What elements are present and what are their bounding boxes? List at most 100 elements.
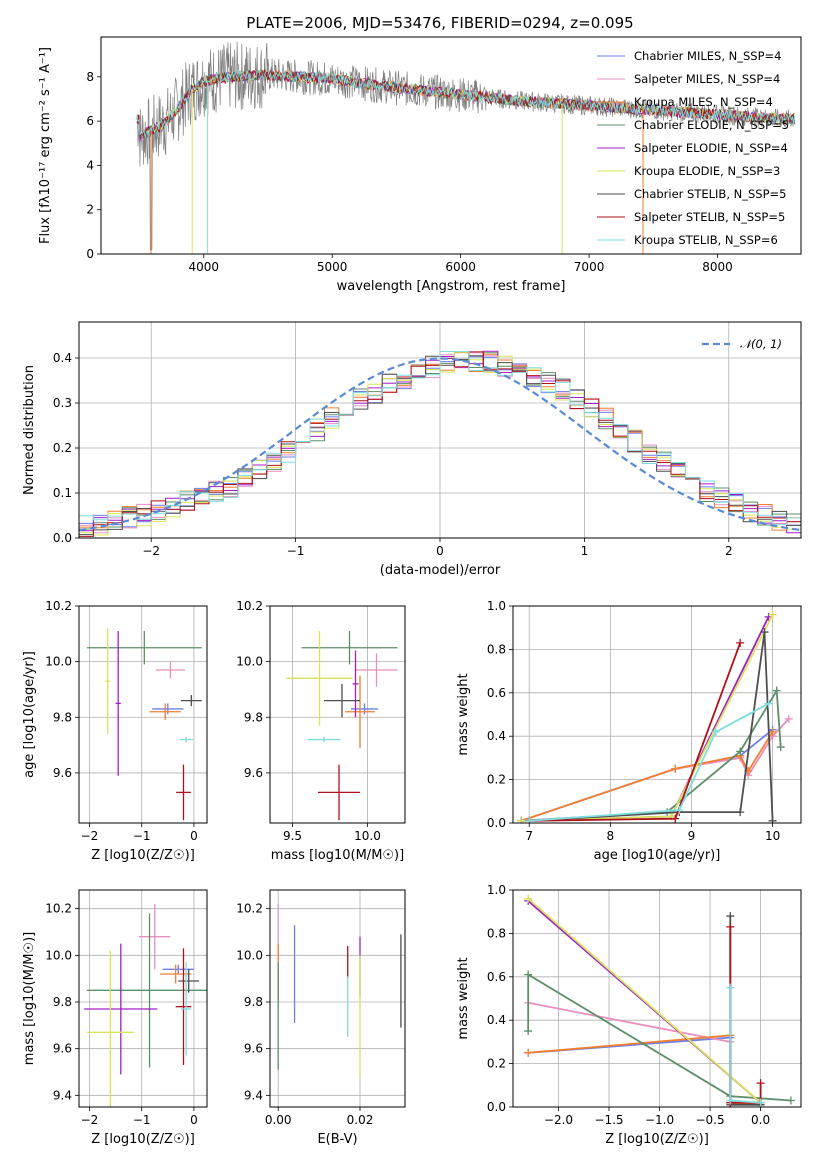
x-tick-label: −1 bbox=[133, 1113, 151, 1127]
y-axis-label: mass weight bbox=[456, 673, 471, 755]
y-axis-label: mass [log10(M/M☉)] bbox=[22, 932, 37, 1065]
plot-frame bbox=[78, 605, 208, 824]
y-tick-label: 0.2 bbox=[487, 773, 506, 787]
y-tick-label: 10.2 bbox=[236, 902, 263, 916]
x-axis-label: Z [log10(Z/Z☉)] bbox=[605, 1132, 709, 1147]
x-tick-label: 0 bbox=[190, 1113, 198, 1127]
plot-frame bbox=[269, 889, 406, 1108]
y-tick-label: 9.6 bbox=[244, 1042, 263, 1056]
y-tick-label: 9.4 bbox=[53, 1088, 72, 1102]
weight-marker-chabrier_elodie bbox=[776, 743, 785, 752]
y-tick-label: 0.6 bbox=[487, 970, 506, 984]
y-tick-label: 9.8 bbox=[53, 995, 72, 1009]
x-tick-label: −2 bbox=[81, 1113, 99, 1127]
x-tick-label: 1 bbox=[581, 544, 589, 558]
y-tick-label: 0.4 bbox=[487, 729, 506, 743]
y-tick-label: 2 bbox=[86, 203, 94, 217]
y-tick-label: 0.6 bbox=[487, 686, 506, 700]
weight-lines bbox=[524, 894, 795, 1107]
weight-line-salpeter_stelib bbox=[529, 642, 742, 822]
histograms bbox=[79, 350, 801, 537]
x-axis-label: mass [log10(M/M☉)] bbox=[271, 848, 404, 863]
y-tick-label: 0.2 bbox=[487, 1057, 506, 1071]
weight-marker-kroupa_miles bbox=[524, 1048, 533, 1057]
weight-marker-kroupa_stelib bbox=[726, 983, 735, 992]
y-tick-label: 0.8 bbox=[487, 926, 506, 940]
weight-line-salpeter_stelib bbox=[729, 926, 762, 1104]
spectrum-lines bbox=[136, 41, 795, 254]
y-tick-label: 10.2 bbox=[45, 599, 72, 613]
x-axis-label: Z [log10(Z/Z☉)] bbox=[91, 1132, 195, 1147]
x-axis-label: age [log10(age/yr)] bbox=[594, 848, 721, 863]
x-tick-label: 9 bbox=[688, 829, 696, 843]
plot-frame bbox=[512, 889, 802, 1108]
weight-marker-salpeter_stelib bbox=[726, 922, 735, 931]
error-bars bbox=[84, 904, 207, 1107]
y-tick-label: 10.0 bbox=[45, 948, 72, 962]
weight-marker-salpeter_stelib bbox=[671, 814, 680, 823]
x-tick-label: 0.00 bbox=[265, 1113, 292, 1127]
y-tick-label: 6 bbox=[86, 114, 94, 128]
y-tick-label: 0.0 bbox=[53, 531, 72, 545]
x-tick-label: 7 bbox=[525, 829, 533, 843]
x-tick-label: −0.5 bbox=[695, 1113, 724, 1127]
y-tick-label: 0.8 bbox=[487, 642, 506, 656]
weight-line-kroupa_elodie bbox=[521, 614, 774, 822]
x-tick-label: 0.02 bbox=[347, 1113, 374, 1127]
x-tick-label: 6000 bbox=[445, 260, 476, 274]
y-tick-label: 9.8 bbox=[244, 710, 263, 724]
y-tick-label: 0.2 bbox=[53, 441, 72, 455]
weight-line-salpeter_elodie bbox=[521, 616, 770, 822]
weight-marker-kroupa_elodie bbox=[524, 894, 533, 903]
x-tick-label: 9.5 bbox=[283, 829, 302, 843]
histogram-kroupa_stelib bbox=[79, 351, 801, 526]
panel-6: 0.00 0.02 9.4 9.6 9.8 10.0 10.2 E(B-V) bbox=[236, 889, 406, 1147]
y-axis-label: Flux [fλ10⁻¹⁷ erg cm⁻² s⁻¹ A⁻¹] bbox=[38, 47, 53, 244]
x-tick-label: 7000 bbox=[574, 260, 605, 274]
panel-3: 9.5 10.0 9.6 9.8 10.0 10.2 mass [log10(M/M☉)] bbox=[236, 599, 406, 863]
weight-marker-salpeter_stelib bbox=[756, 1079, 765, 1088]
error-bars bbox=[86, 628, 202, 821]
legend-label: Kroupa MILES, N_SSP=4 bbox=[634, 95, 773, 109]
y-tick-label: 9.8 bbox=[53, 710, 72, 724]
y-tick-label: 0.1 bbox=[53, 486, 72, 500]
x-axis-label: Z [log10(Z/Z☉)] bbox=[91, 848, 195, 863]
normal-curve bbox=[79, 357, 801, 532]
weight-line-kroupa_elodie bbox=[527, 898, 762, 1104]
weight-marker-kroupa_stelib bbox=[726, 1096, 735, 1105]
x-tick-label: 8000 bbox=[702, 260, 733, 274]
weight-marker-salpeter_miles bbox=[784, 714, 793, 723]
x-tick-label: −2 bbox=[142, 544, 160, 558]
weight-marker-chabrier_stelib bbox=[768, 816, 777, 823]
x-tick-label: 10 bbox=[765, 829, 780, 843]
x-tick-label: −2.0 bbox=[544, 1113, 573, 1127]
x-tick-label: −1.0 bbox=[645, 1113, 674, 1127]
legend-label: Chabrier MILES, N_SSP=4 bbox=[634, 49, 781, 63]
legend-label: Chabrier ELODIE, N_SSP=5 bbox=[634, 118, 789, 132]
panel-0: 4000 5000 6000 7000 8000 0 2 4 6 8 wavelength [Ang… bbox=[38, 14, 802, 294]
weight-marker-kroupa_elodie bbox=[768, 610, 777, 619]
weight-line-kroupa_stelib bbox=[529, 702, 769, 822]
legend-label: Salpeter MILES, N_SSP=4 bbox=[634, 72, 780, 86]
y-tick-label: 10.0 bbox=[45, 655, 72, 669]
panel-5: −2 −1 0 9.4 9.6 9.8 10.0 10.2 Z [log10(Z/Z☉)] mas… bbox=[22, 889, 208, 1147]
legend-label: 𝒩(0, 1) bbox=[740, 337, 782, 351]
y-tick-label: 1.0 bbox=[487, 599, 506, 613]
y-tick-label: 9.6 bbox=[244, 766, 263, 780]
weight-marker-chabrier_elodie bbox=[524, 1027, 533, 1036]
error-bars bbox=[277, 904, 402, 1077]
legend-label: Kroupa STELIB, N_SSP=6 bbox=[634, 233, 778, 247]
weight-line-chabrier_stelib bbox=[729, 916, 761, 1106]
x-tick-label: 0.0 bbox=[751, 1113, 770, 1127]
y-tick-label: 0 bbox=[86, 247, 94, 261]
y-tick-label: 9.6 bbox=[53, 1042, 72, 1056]
weight-marker-kroupa_miles bbox=[671, 764, 680, 773]
panel-4: 7 8 9 10 0.0 0.2 0.4 0.6 0.8 1.0 age [log10(age/yr… bbox=[456, 599, 802, 863]
weight-marker-kroupa_miles bbox=[768, 727, 777, 736]
y-tick-label: 0.0 bbox=[487, 1100, 506, 1114]
x-tick-label: 5000 bbox=[317, 260, 348, 274]
weight-line-chabrier_stelib bbox=[529, 631, 774, 822]
weight-marker-chabrier_elodie bbox=[736, 747, 745, 756]
weight-marker-kroupa_stelib bbox=[711, 727, 720, 736]
y-tick-label: 0.4 bbox=[487, 1013, 506, 1027]
